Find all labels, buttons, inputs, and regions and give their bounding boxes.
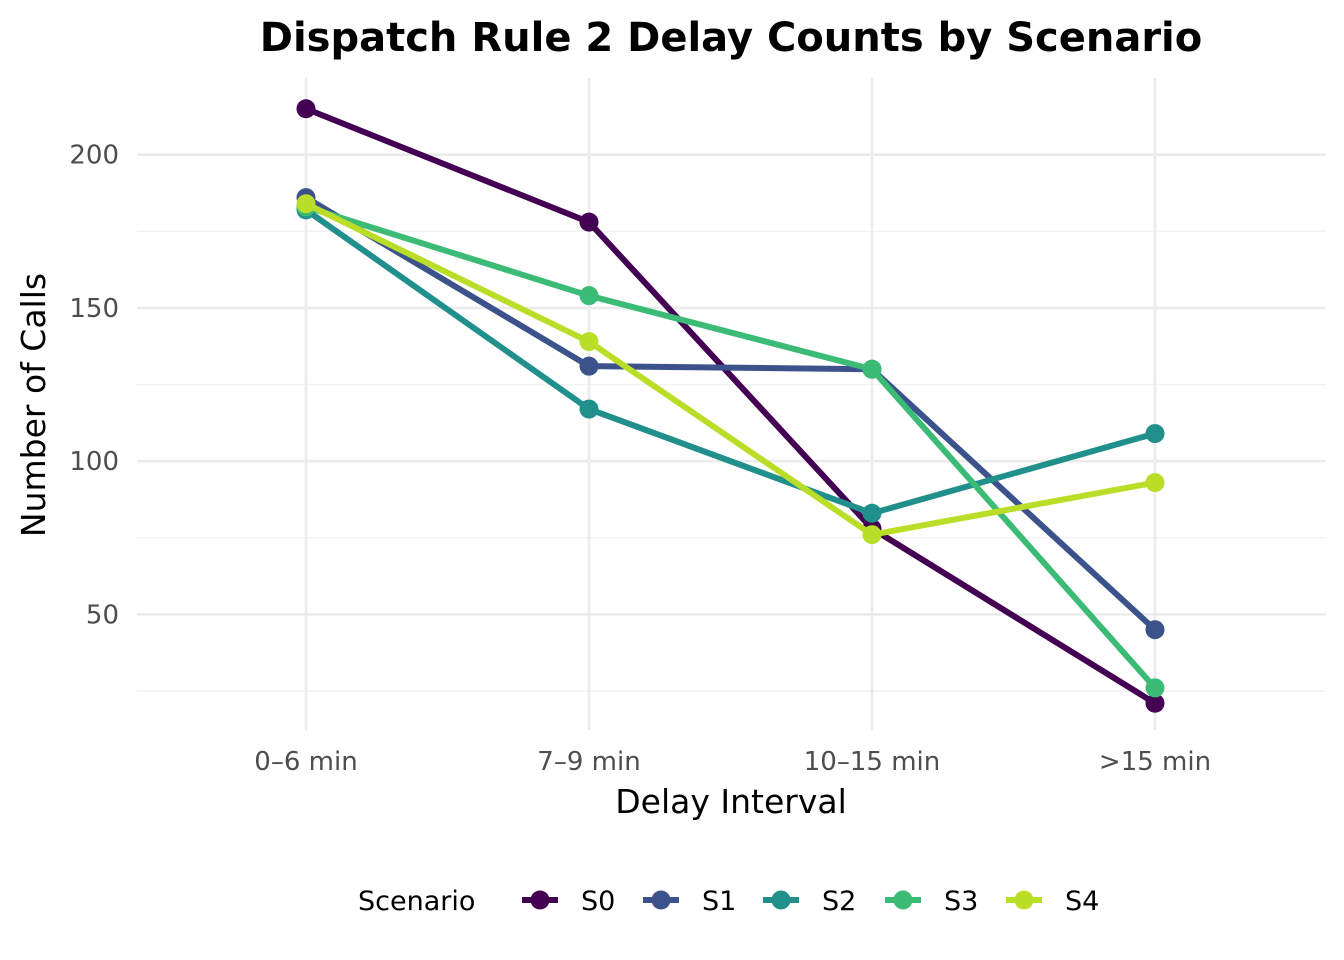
data-point bbox=[1145, 620, 1165, 640]
data-point bbox=[579, 399, 599, 419]
series-layer bbox=[296, 99, 1165, 713]
data-point bbox=[862, 525, 882, 545]
series-s4 bbox=[296, 194, 1165, 545]
legend-label: S2 bbox=[822, 886, 856, 917]
legend-item-s0: S0 bbox=[522, 886, 615, 917]
data-point bbox=[1145, 424, 1165, 444]
legend-title: Scenario bbox=[358, 886, 475, 917]
data-point bbox=[862, 359, 882, 379]
legend-key-point bbox=[771, 890, 791, 910]
data-point bbox=[1145, 473, 1165, 493]
data-point bbox=[1145, 678, 1165, 698]
y-tick-label: 200 bbox=[69, 141, 119, 171]
x-tick-label: 10–15 min bbox=[804, 747, 940, 777]
series-line bbox=[304, 195, 1158, 632]
data-point bbox=[579, 356, 599, 376]
data-point bbox=[579, 212, 599, 232]
legend-item-s2: S2 bbox=[763, 886, 856, 917]
legend-label: S0 bbox=[581, 886, 615, 917]
legend-label: S4 bbox=[1065, 886, 1099, 917]
y-tick-labels: 50 100 150 200 bbox=[69, 141, 119, 631]
x-axis-title: Delay Interval bbox=[615, 782, 847, 821]
x-tick-label: 0–6 min bbox=[254, 747, 357, 777]
series-line bbox=[304, 105, 1157, 706]
data-point bbox=[296, 194, 316, 214]
data-point bbox=[862, 503, 882, 523]
legend-item-s1: S1 bbox=[643, 886, 736, 917]
data-point bbox=[579, 332, 599, 352]
y-axis-title: Number of Calls bbox=[14, 273, 53, 537]
series-s1 bbox=[296, 188, 1165, 640]
series-s2 bbox=[296, 200, 1165, 523]
x-tick-label: 7–9 min bbox=[537, 747, 640, 777]
legend-item-s3: S3 bbox=[885, 886, 978, 917]
x-tick-labels: 0–6 min 7–9 min 10–15 min >15 min bbox=[254, 747, 1211, 777]
series-line bbox=[304, 201, 1156, 538]
y-tick-label: 150 bbox=[69, 294, 119, 324]
legend-label: S3 bbox=[944, 886, 978, 917]
legend: Scenario S0 S1 S2 S3 S4 bbox=[358, 886, 1099, 917]
legend-label: S1 bbox=[702, 886, 736, 917]
legend-item-s4: S4 bbox=[1006, 886, 1099, 917]
legend-key-point bbox=[651, 890, 671, 910]
y-tick-label: 100 bbox=[69, 447, 119, 477]
legend-key-point bbox=[893, 890, 913, 910]
data-point bbox=[1145, 693, 1165, 713]
chart-title: Dispatch Rule 2 Delay Counts by Scenario bbox=[260, 15, 1203, 61]
legend-key-point bbox=[1014, 890, 1034, 910]
data-point bbox=[579, 286, 599, 306]
legend-key-point bbox=[530, 890, 550, 910]
series-line bbox=[304, 207, 1156, 517]
y-tick-label: 50 bbox=[86, 600, 119, 630]
data-point bbox=[296, 99, 316, 119]
series-line bbox=[305, 203, 1158, 690]
x-tick-label: >15 min bbox=[1099, 747, 1211, 777]
series-s0 bbox=[296, 99, 1165, 713]
